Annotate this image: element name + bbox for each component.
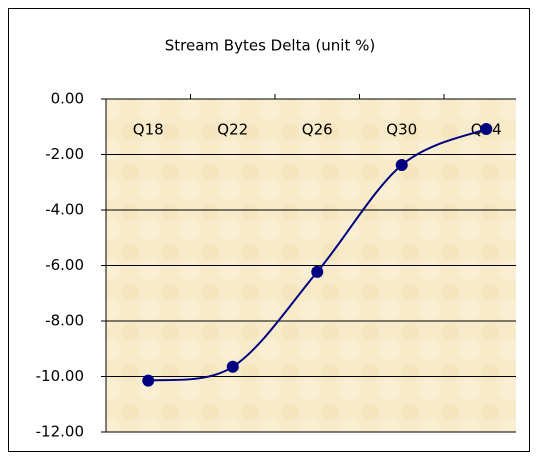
- y-tick-label: 0.00: [51, 90, 84, 108]
- point: [395, 159, 408, 172]
- y-tick-label: -12.00: [36, 423, 84, 441]
- point: [480, 122, 493, 135]
- x-tick-label: Q26: [302, 121, 333, 139]
- y-tick-label: -8.00: [45, 312, 84, 330]
- x-tick-label: Q30: [386, 121, 417, 139]
- y-tick-label: -10.00: [36, 367, 84, 385]
- y-tick-label: -4.00: [45, 201, 84, 219]
- point: [311, 265, 324, 278]
- chart-title: Stream Bytes Delta (unit %): [165, 37, 375, 55]
- y-tick-label: -2.00: [45, 145, 84, 163]
- y-tick-label: -6.00: [45, 256, 84, 274]
- point: [226, 360, 239, 373]
- x-tick-label: Q18: [133, 121, 164, 139]
- x-tick-label: Q22: [217, 121, 248, 139]
- point: [142, 374, 155, 387]
